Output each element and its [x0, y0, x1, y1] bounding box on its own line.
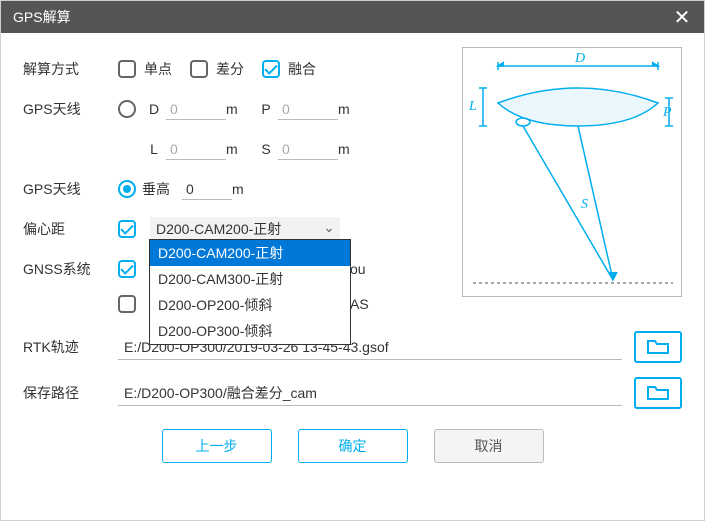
close-icon[interactable]: ✕ [668, 3, 696, 31]
radio-d[interactable] [118, 100, 136, 118]
gnss-row2-tail: AS [350, 296, 369, 312]
save-path-input[interactable] [118, 381, 622, 406]
label-p: P [254, 101, 278, 117]
checkbox-single[interactable] [118, 60, 136, 78]
offset-option-0[interactable]: D200-CAM200-正射 [150, 240, 350, 266]
input-s[interactable] [278, 139, 338, 160]
folder-icon [646, 338, 670, 356]
input-d[interactable] [166, 99, 226, 120]
unit-vert: m [232, 181, 260, 197]
browse-save-button[interactable] [634, 377, 682, 409]
label-rtk: RTK轨迹 [23, 337, 118, 357]
unit-d: m [226, 101, 254, 117]
unit-p: m [338, 101, 366, 117]
label-method: 解算方式 [23, 59, 118, 79]
row-rtk: RTK轨迹 [23, 327, 682, 367]
label-offset: 偏心距 [23, 219, 118, 239]
checkbox-gnss-2[interactable] [118, 295, 136, 313]
cancel-button[interactable]: 取消 [434, 429, 544, 463]
checkbox-fusion[interactable] [262, 60, 280, 78]
titlebar: GPS解算 ✕ [1, 1, 704, 33]
label-vert: 垂高 [142, 179, 182, 199]
offset-select-value: D200-CAM200-正射 [156, 221, 281, 237]
antenna-diagram: D L P S [462, 47, 682, 297]
label-s: S [254, 141, 278, 157]
diagram-label-s: S [581, 197, 588, 212]
offset-option-3[interactable]: D200-OP300-倾斜 [150, 318, 350, 344]
gnss-row1-tail: ou [350, 261, 366, 277]
unit-l: m [226, 141, 254, 157]
label-gps-antenna: GPS天线 [23, 99, 118, 119]
diagram-label-l: L [468, 99, 477, 114]
window-title: GPS解算 [13, 7, 668, 27]
checkbox-diff[interactable] [190, 60, 208, 78]
label-gnss: GNSS系统 [23, 259, 118, 279]
unit-s: m [338, 141, 366, 157]
button-row: 上一步 确定 取消 [23, 413, 682, 481]
radio-vert[interactable] [118, 180, 136, 198]
ok-button[interactable]: 确定 [298, 429, 408, 463]
checkbox-single-label: 单点 [144, 59, 172, 79]
checkbox-fusion-label: 融合 [288, 59, 316, 79]
dialog-body: D L P S 解算方式 单点 差分 融合 GPS天线 D m P [1, 33, 704, 520]
label-d: D [142, 101, 166, 117]
input-p[interactable] [278, 99, 338, 120]
input-l[interactable] [166, 139, 226, 160]
diagram-label-d: D [574, 51, 585, 66]
offset-dropdown: D200-CAM200-正射 D200-CAM300-正射 D200-OP200… [149, 239, 351, 345]
offset-option-2[interactable]: D200-OP200-倾斜 [150, 292, 350, 318]
label-l: L [142, 141, 166, 157]
browse-rtk-button[interactable] [634, 331, 682, 363]
label-save: 保存路径 [23, 383, 118, 403]
dialog-window: GPS解算 ✕ [0, 0, 705, 521]
checkbox-offset[interactable] [118, 220, 136, 238]
label-gps-antenna2: GPS天线 [23, 179, 118, 199]
folder-icon [646, 384, 670, 402]
chevron-down-icon: ⌄ [321, 220, 337, 236]
prev-button[interactable]: 上一步 [162, 429, 272, 463]
input-vert[interactable] [182, 179, 232, 200]
row-save: 保存路径 [23, 373, 682, 413]
checkbox-gnss-1[interactable] [118, 260, 136, 278]
offset-option-1[interactable]: D200-CAM300-正射 [150, 266, 350, 292]
checkbox-diff-label: 差分 [216, 59, 244, 79]
offset-select[interactable]: D200-CAM200-正射 ⌄ D200-CAM200-正射 D200-CAM… [150, 217, 340, 242]
diagram-label-p: P [662, 105, 672, 120]
